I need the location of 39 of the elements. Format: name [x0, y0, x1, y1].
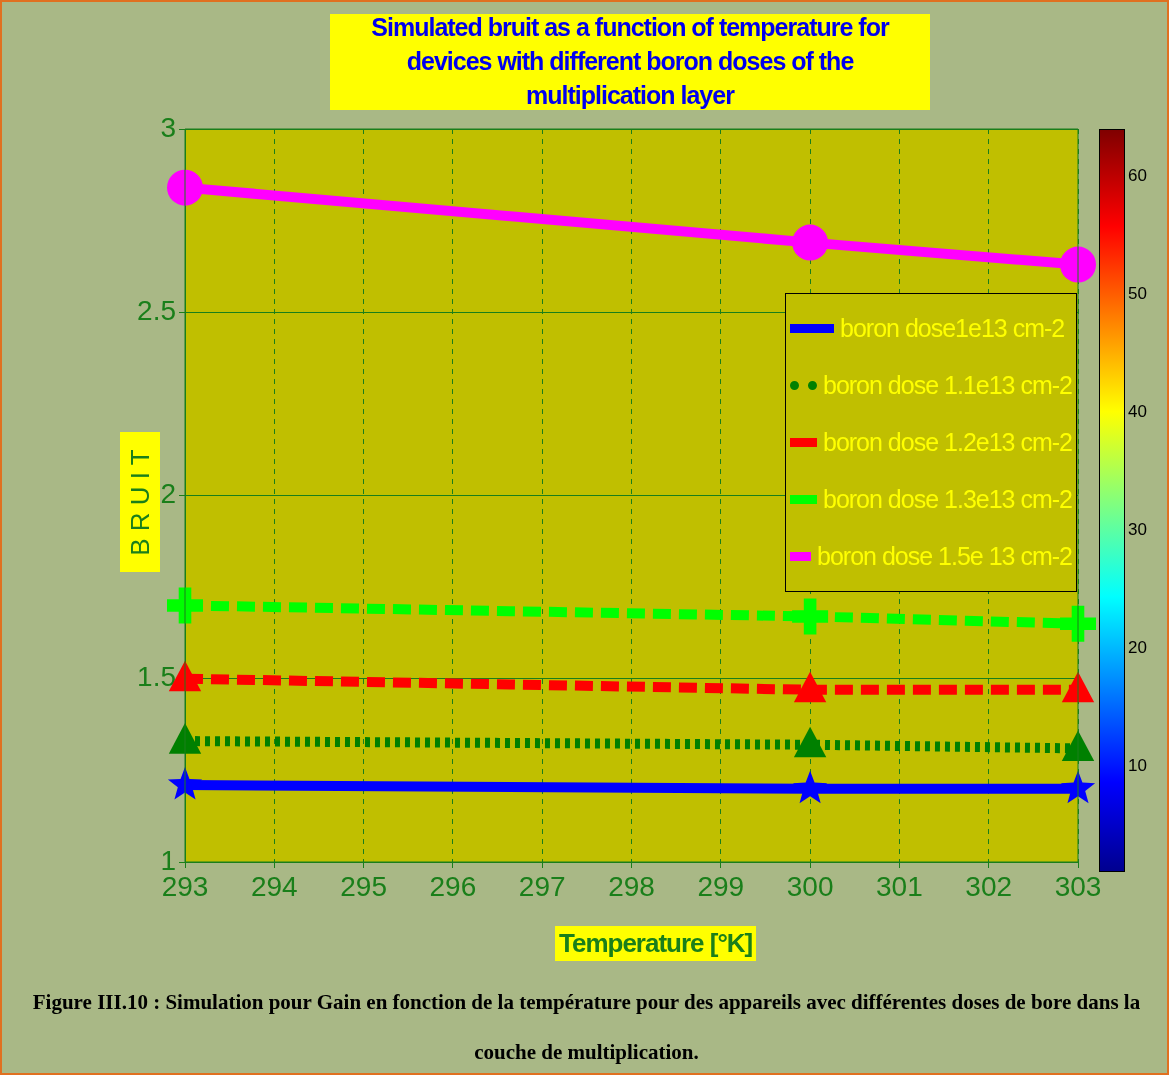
x-tick-label: 301 [876, 870, 923, 902]
x-tick-label: 296 [429, 870, 477, 902]
chart-title: Simulated bruit as a function of temperature for devices with different boron doses of the multiplication layer [330, 13, 930, 110]
y-tick-label: 2 [160, 478, 176, 510]
x-tick-label: 297 [518, 870, 566, 902]
x-tick-label: 294 [250, 870, 298, 902]
color-bar-label: 10 [1128, 754, 1147, 777]
x-axis-title: Temperature [°K] [555, 926, 757, 961]
x-tick-label: 300 [786, 870, 834, 902]
color-bar-label: 40 [1128, 401, 1147, 424]
x-tick-label: 303 [1054, 870, 1102, 902]
legend-label: boron dose 1.5e 13 cm-2 [817, 542, 1072, 571]
y-tick-label: 2.5 [137, 294, 176, 326]
x-tick-label: 299 [697, 870, 745, 902]
legend-label: boron dose 1.1e13 cm-2 [822, 371, 1072, 400]
color-bar-label: 30 [1128, 518, 1147, 541]
y-tick-label: 1.5 [137, 661, 176, 693]
point [792, 770, 828, 804]
x-tick-label: 295 [340, 870, 387, 902]
point [792, 598, 829, 635]
legend-label: boron dose 1.2e13 cm-2 [822, 428, 1072, 457]
point [792, 224, 829, 261]
point [167, 169, 203, 206]
point [793, 726, 827, 758]
legend-label: boron dose 1.3e13 cm-2 [822, 485, 1072, 514]
point [793, 671, 827, 703]
color-bar-label: 50 [1128, 283, 1147, 306]
point [1060, 246, 1096, 283]
y-tick-label: 3 [160, 111, 176, 143]
point [1060, 605, 1096, 642]
color-bar-label: 20 [1128, 636, 1147, 659]
text: Figure III.10 : Simulation pour Gain en fonction de la température pour des appareils avec différentes doses de bore dans la couche de multiplication. [32, 990, 1141, 1064]
point [168, 723, 202, 754]
legend-label: boron dose1e13 cm-2 [840, 314, 1065, 343]
y-axis-title: B R U I T [124, 448, 156, 556]
point [167, 587, 203, 624]
x-tick-label: 298 [608, 870, 655, 902]
color-bar-label: 60 [1128, 165, 1147, 188]
x-tick-label: 302 [965, 870, 1013, 902]
